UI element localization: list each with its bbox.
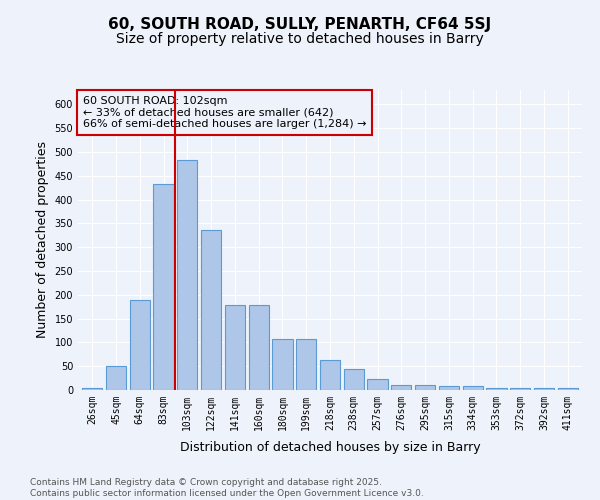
- Bar: [320, 360, 340, 390]
- Bar: [201, 230, 221, 390]
- Bar: [296, 338, 316, 390]
- Bar: [154, 184, 173, 390]
- Bar: [415, 385, 435, 390]
- Bar: [391, 385, 412, 390]
- Bar: [106, 366, 126, 390]
- Text: Contains HM Land Registry data © Crown copyright and database right 2025.
Contai: Contains HM Land Registry data © Crown c…: [30, 478, 424, 498]
- Bar: [557, 388, 578, 390]
- Bar: [130, 300, 150, 390]
- Text: 60 SOUTH ROAD: 102sqm
← 33% of detached houses are smaller (642)
66% of semi-det: 60 SOUTH ROAD: 102sqm ← 33% of detached …: [83, 96, 367, 129]
- Bar: [225, 305, 245, 390]
- Bar: [487, 388, 506, 390]
- Bar: [367, 379, 388, 390]
- Bar: [463, 386, 483, 390]
- Bar: [344, 369, 364, 390]
- Bar: [177, 160, 197, 390]
- Bar: [248, 305, 269, 390]
- Bar: [439, 386, 459, 390]
- Bar: [510, 388, 530, 390]
- Y-axis label: Number of detached properties: Number of detached properties: [36, 142, 49, 338]
- Text: Size of property relative to detached houses in Barry: Size of property relative to detached ho…: [116, 32, 484, 46]
- X-axis label: Distribution of detached houses by size in Barry: Distribution of detached houses by size …: [179, 441, 481, 454]
- Bar: [534, 388, 554, 390]
- Text: 60, SOUTH ROAD, SULLY, PENARTH, CF64 5SJ: 60, SOUTH ROAD, SULLY, PENARTH, CF64 5SJ: [109, 18, 491, 32]
- Bar: [272, 338, 293, 390]
- Bar: [82, 388, 103, 390]
